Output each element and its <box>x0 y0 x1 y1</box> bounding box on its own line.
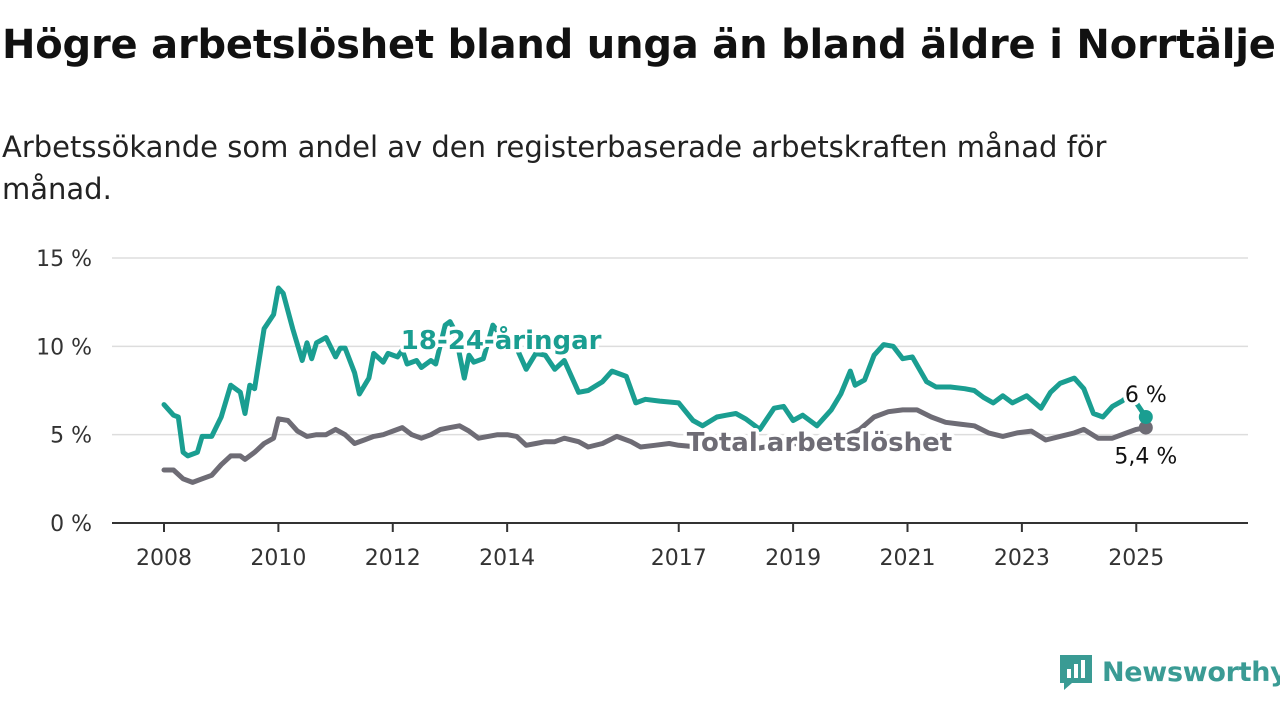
total-series-label-halo: Total arbetslöshet <box>687 428 952 458</box>
youth-series-label: 18-24-åringar <box>401 324 602 356</box>
chart-title: Högre arbetslöshet bland unga än bland ä… <box>2 22 1276 68</box>
total-end-label-halo: 5,4 % <box>1114 445 1177 470</box>
x-tick-label: 2025 <box>1108 546 1164 571</box>
line-chart: 0 % 5 % 10 % 15 % 2008 2010 2012 2014 2017 2019 20… <box>36 247 1248 571</box>
youth-end-label-halo: 6 % <box>1125 383 1167 408</box>
x-tick-label: 2014 <box>479 546 535 571</box>
newsworthy-logo-icon <box>1060 655 1092 690</box>
youth-series-line <box>161 285 1149 459</box>
total-series-line <box>161 407 1149 485</box>
youth-end-point <box>1138 410 1153 424</box>
axis-layer: 0 % 5 % 10 % 15 % 2008 2010 2012 2014 2017 2019 20… <box>36 247 1248 571</box>
total-end-point <box>1138 420 1153 435</box>
brand-logo: Newsworthy <box>1058 652 1280 692</box>
x-tick-label: 2023 <box>994 546 1050 571</box>
series-layer <box>161 285 1153 485</box>
x-tick-label: 2021 <box>880 546 936 571</box>
y-tick-label: 10 % <box>36 335 92 360</box>
chart-subtitle: Arbetssökande som andel av den registerb… <box>2 130 1107 206</box>
youth-end-label: 6 % <box>1125 383 1167 408</box>
brand-name: Newsworthy <box>1102 656 1280 688</box>
total-series-label: Total arbetslöshet <box>687 428 952 458</box>
y-tick-label: 5 % <box>50 424 92 449</box>
y-tick-label: 0 % <box>50 512 92 537</box>
youth-series-label-halo: 18-24-åringar <box>401 324 602 356</box>
x-tick-label: 2008 <box>136 546 192 571</box>
x-tick-label: 2010 <box>250 546 306 571</box>
x-tick-label: 2012 <box>365 546 421 571</box>
x-tick-label: 2019 <box>765 546 821 571</box>
y-tick-label: 15 % <box>36 247 92 272</box>
total-end-label: 5,4 % <box>1114 445 1177 470</box>
x-tick-label: 2017 <box>651 546 707 571</box>
